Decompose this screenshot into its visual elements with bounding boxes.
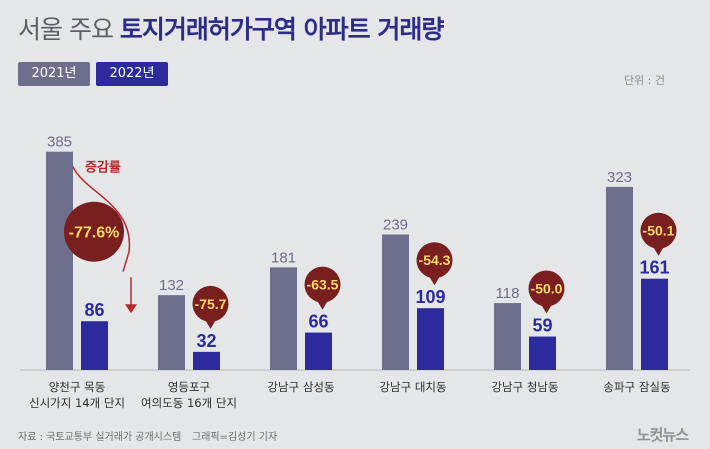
bar-2021	[270, 267, 297, 370]
change-pct-label: -77.6%	[69, 225, 120, 242]
change-bubble-pointer	[540, 303, 553, 314]
change-pct-label: -50.1	[643, 223, 675, 239]
category-label: 신시가지 14개 단지	[29, 396, 125, 410]
bar-2022	[529, 336, 556, 370]
bar-2022	[641, 278, 668, 370]
legend-2022: 2022년	[96, 62, 168, 86]
value-label-2021: 132	[159, 277, 184, 294]
value-label-2021: 323	[607, 169, 632, 186]
category-label: 송파구 잠실동	[603, 380, 670, 394]
value-label-2021: 385	[47, 134, 72, 151]
news-logo: 노컷뉴스	[636, 426, 689, 444]
value-label-2022: 161	[639, 258, 669, 278]
graphic-credit: 그래픽=김성기 기자	[192, 432, 278, 443]
value-label-2021: 239	[383, 216, 408, 233]
change-pct-label: -50.0	[531, 281, 563, 297]
change-bubble	[640, 212, 677, 249]
bar-2021	[158, 295, 185, 370]
value-label-2022: 59	[532, 316, 552, 336]
value-label-2021: 118	[496, 285, 520, 302]
change-pct-label: -63.5	[307, 277, 339, 293]
change-bubble	[64, 201, 124, 262]
change-annotation-label: 증감률	[85, 161, 121, 176]
change-bubble-pointer	[652, 245, 665, 256]
legend: 2021년 2022년	[18, 62, 168, 86]
change-bubble-pointer	[428, 275, 441, 286]
source-note: 자료 : 국토교통부 실거래가 공개시스템	[18, 432, 182, 443]
value-label-2021: 181	[271, 249, 296, 266]
value-label-2022: 86	[84, 300, 104, 320]
change-bubble	[304, 266, 341, 303]
title-main: 토지거래허가구역 아파트 거래량	[119, 15, 444, 44]
change-pct-label: -75.7	[195, 296, 227, 312]
bar-2022	[417, 308, 444, 370]
category-label: 양천구 목동	[49, 380, 106, 394]
change-bubble-pointer	[204, 318, 217, 329]
bar-2021	[494, 303, 521, 370]
change-bubble	[192, 285, 229, 322]
bar-2022	[193, 351, 220, 370]
category-label: 강남구 청남동	[491, 380, 558, 394]
change-arrow-head	[125, 304, 137, 314]
title-prefix: 서울 주요	[18, 15, 114, 44]
bar-2022	[81, 321, 108, 370]
value-label-2022: 66	[308, 312, 328, 332]
category-label: 강남구 삼성동	[267, 380, 334, 394]
value-label-2022: 109	[415, 287, 445, 307]
category-label: 영등포구	[168, 380, 210, 394]
bar-2021	[606, 186, 633, 370]
category-label: 강남구 대치동	[379, 380, 446, 394]
bar-2021	[46, 151, 73, 370]
change-bubble	[528, 270, 565, 307]
page-title: 서울 주요 토지거래허가구역 아파트 거래량	[18, 10, 444, 46]
change-bubble	[416, 242, 453, 279]
value-label-2022: 32	[196, 331, 216, 351]
unit-label: 단위 : 건	[623, 74, 665, 87]
bar-2021	[382, 234, 409, 370]
change-arrow-line	[70, 161, 131, 272]
legend-2021: 2021년	[18, 62, 90, 86]
change-bubble-pointer	[316, 299, 329, 310]
change-pct-label: -54.3	[419, 252, 451, 268]
bar-2022	[305, 332, 332, 370]
category-label: 여의도동 16개 단지	[141, 396, 237, 410]
